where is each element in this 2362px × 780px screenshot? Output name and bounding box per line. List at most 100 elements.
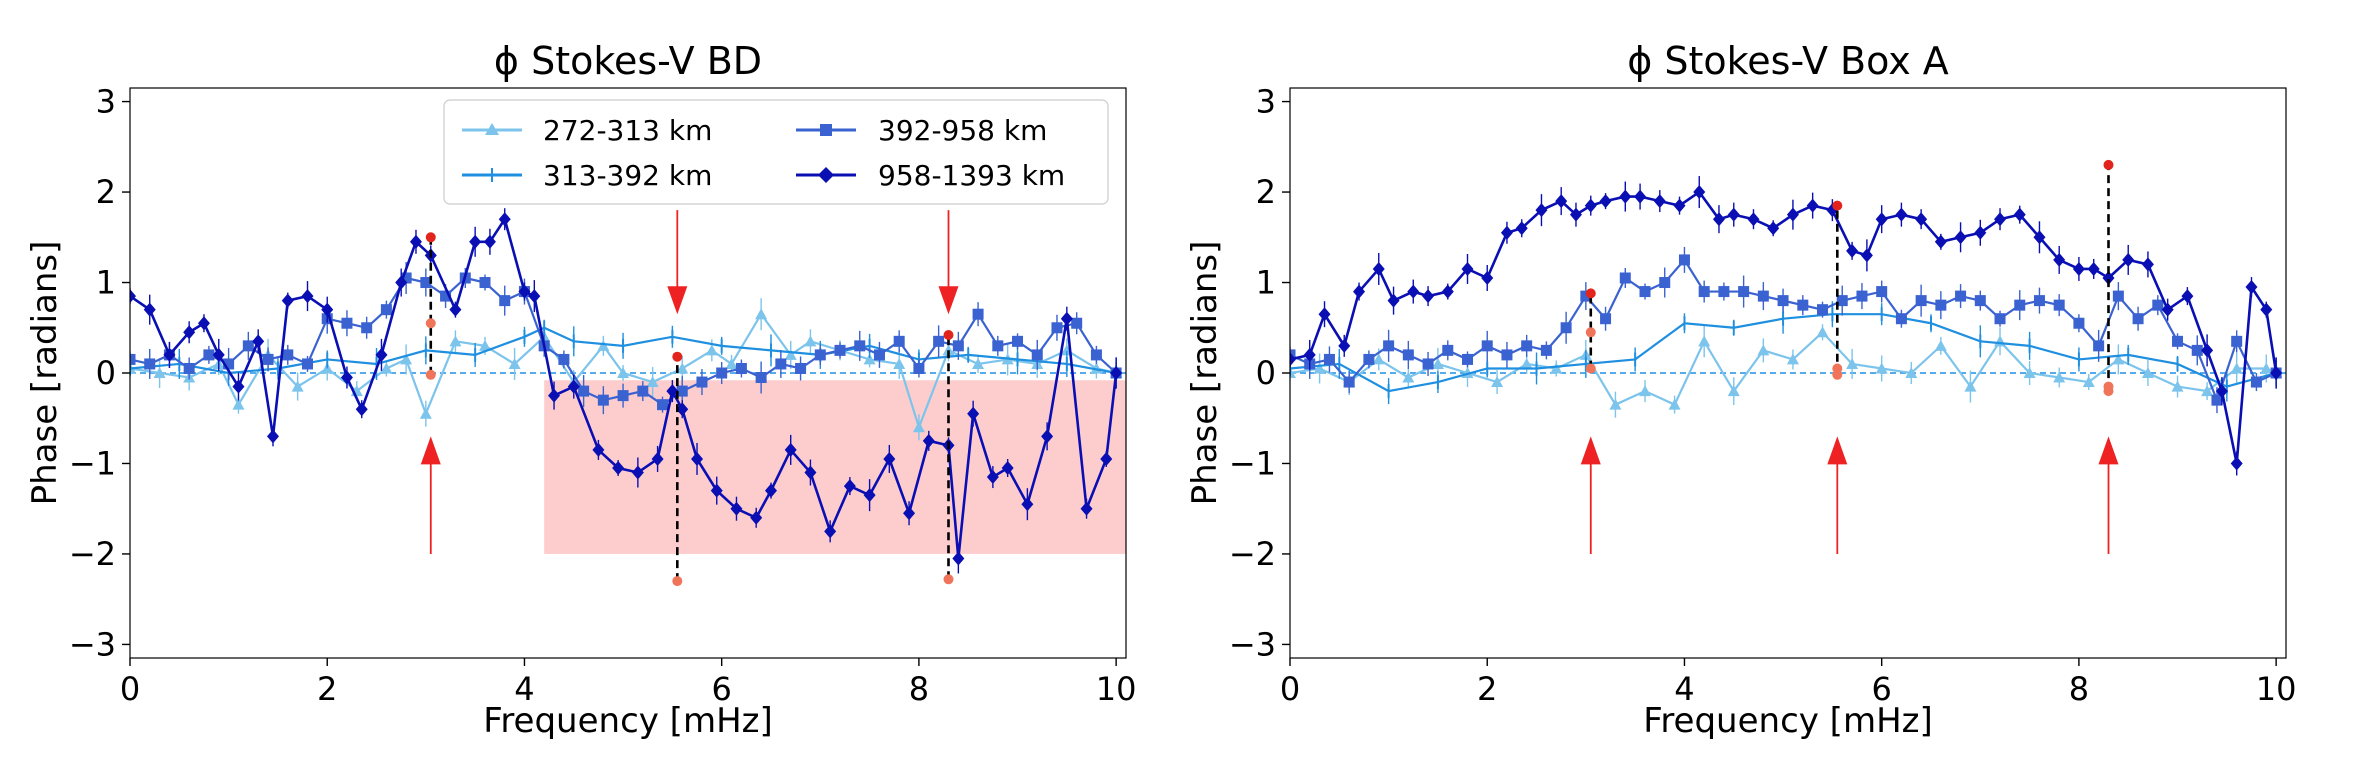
data-point — [1934, 339, 1947, 351]
data-point — [716, 367, 728, 379]
data-point — [967, 406, 980, 421]
data-point — [1442, 344, 1454, 356]
data-point — [2141, 367, 2154, 378]
data-point — [163, 347, 176, 362]
data-point — [1964, 380, 1977, 392]
x-tick-label: 6 — [712, 670, 732, 708]
data-point — [952, 551, 965, 566]
data-point — [1110, 366, 1123, 380]
data-point — [518, 284, 531, 299]
data-point — [548, 388, 561, 403]
data-point — [1846, 357, 1859, 369]
data-point — [1550, 362, 1563, 374]
data-point — [2073, 317, 2085, 329]
data-point — [755, 308, 768, 320]
data-point — [1515, 221, 1528, 236]
data-point — [2112, 290, 2124, 302]
data-point — [1668, 398, 1681, 410]
plot-area — [1290, 159, 2286, 554]
data-point — [784, 348, 797, 360]
chart-title: ϕ Stokes-V BD — [494, 39, 762, 83]
data-point — [1974, 225, 1987, 240]
data-point — [1343, 376, 1355, 388]
data-point — [1915, 295, 1927, 307]
data-point — [479, 277, 491, 289]
data-point — [419, 407, 432, 419]
frequency-arrow — [667, 210, 688, 315]
data-point — [1659, 277, 1671, 289]
data-point — [1935, 299, 1947, 311]
data-point — [730, 501, 743, 516]
legend-entry: 272-313 km — [462, 114, 712, 147]
data-point — [1653, 194, 1666, 209]
data-point — [2201, 343, 2214, 358]
data-point — [597, 394, 609, 406]
data-point — [1895, 313, 1907, 325]
data-point — [1041, 429, 1054, 444]
y-tick-label: 1 — [1256, 264, 1276, 302]
data-point — [1747, 212, 1760, 227]
data-point — [972, 357, 985, 369]
data-point — [567, 379, 580, 394]
data-point — [1535, 203, 1548, 218]
data-point — [1895, 207, 1908, 222]
arrow-layer — [420, 210, 959, 554]
phase-dot — [2103, 159, 2114, 170]
data-point — [1619, 189, 1632, 204]
data-point — [242, 340, 254, 352]
data-point — [824, 524, 837, 539]
data-point — [705, 344, 718, 356]
phase-dot — [425, 232, 436, 243]
phase-dot — [2103, 386, 2114, 397]
phase-dot — [672, 351, 683, 362]
data-point — [1313, 362, 1326, 374]
data-point — [843, 479, 856, 494]
data-point — [804, 465, 817, 480]
y-tick-label: 3 — [96, 83, 116, 121]
data-point — [1609, 398, 1622, 410]
data-point — [1501, 349, 1513, 361]
data-point — [1422, 358, 1434, 370]
data-point — [1797, 299, 1809, 311]
data-point — [212, 347, 225, 362]
data-point — [775, 358, 787, 370]
frequency-arrow — [938, 210, 959, 315]
legend-marker-square — [820, 124, 832, 136]
data-point — [1757, 290, 1769, 302]
data-point — [1786, 207, 1799, 222]
data-point — [400, 353, 413, 365]
plot-area — [130, 208, 1126, 587]
data-point — [1955, 290, 1967, 302]
data-point — [1323, 353, 1335, 365]
data-point — [2230, 456, 2243, 471]
data-point — [1372, 353, 1385, 365]
x-axis: 0 2 4 6 8 10 — [120, 658, 1136, 708]
phase-dot — [1585, 288, 1596, 299]
data-point — [1338, 338, 1351, 353]
data-point — [1569, 207, 1582, 222]
legend-marker-diamond — [818, 167, 834, 183]
data-point — [883, 451, 896, 466]
y-axis: −3 −2 −1 0 1 2 3 — [1229, 83, 1290, 663]
data-point — [942, 344, 955, 356]
phase-dot — [425, 318, 436, 329]
data-point — [617, 367, 630, 378]
data-point — [578, 385, 590, 397]
data-point — [252, 334, 265, 349]
y-tick-label: −1 — [69, 444, 116, 482]
data-point — [483, 234, 496, 249]
data-point — [1001, 461, 1014, 475]
data-point — [2102, 271, 2115, 285]
data-point — [1431, 357, 1444, 369]
data-point — [1915, 212, 1928, 227]
data-point — [1051, 322, 1063, 334]
data-point — [1806, 198, 1819, 213]
data-point — [1080, 501, 1093, 516]
data-point — [2093, 340, 2105, 352]
data-point — [2014, 299, 2026, 311]
data-point — [375, 347, 388, 362]
data-point — [814, 349, 826, 361]
legend-label: 958-1393 km — [878, 159, 1065, 192]
data-point — [1777, 295, 1789, 307]
y-tick-label: 2 — [96, 173, 116, 211]
